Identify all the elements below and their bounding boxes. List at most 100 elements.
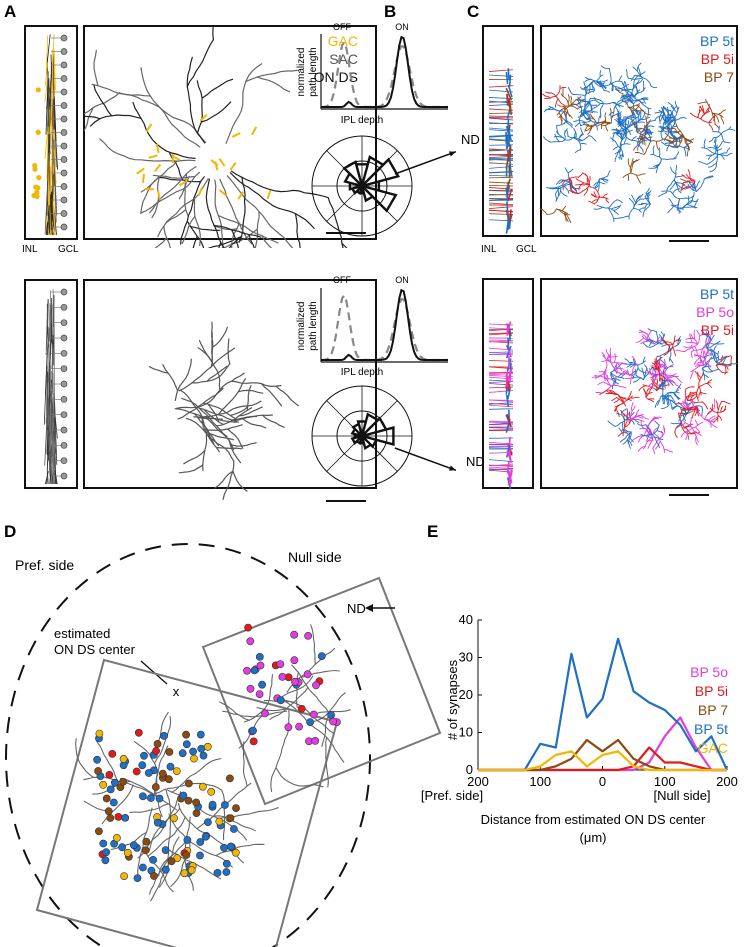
dendrite [189, 225, 221, 232]
gac-process [157, 190, 161, 200]
neurite [46, 303, 49, 330]
neurite [51, 174, 54, 231]
axon-terminal [607, 170, 611, 177]
axon-terminal [714, 139, 719, 155]
axon-terminal [599, 181, 606, 185]
axon-terminal [612, 146, 619, 151]
axon-terminal [703, 349, 707, 357]
synapse [290, 630, 299, 639]
axon-terminal [687, 183, 698, 192]
axon-terminal [708, 342, 716, 345]
axon-terminal [674, 174, 685, 178]
axon-terminal [685, 173, 693, 182]
synapse [119, 777, 127, 786]
axon-terminal [558, 112, 563, 122]
axon-terminal [670, 166, 677, 175]
bipolar-terminal [506, 450, 513, 463]
axon-terminal [593, 97, 605, 105]
axon-terminal [614, 88, 624, 94]
synapse [138, 863, 147, 872]
axon-terminal [721, 400, 731, 405]
axon-terminal [720, 114, 725, 125]
axon-terminal [669, 118, 677, 133]
axon-terminal [598, 114, 602, 124]
panel-c-top-bipolars [539, 62, 736, 224]
label-nd-bottom: ND [466, 454, 485, 469]
axon-terminal [574, 149, 582, 153]
synapse [138, 792, 147, 801]
axon-terminal [647, 190, 652, 197]
axon-terminal [663, 343, 674, 356]
axon-terminal [660, 331, 665, 338]
axon-terminal [577, 172, 584, 178]
soma [60, 349, 68, 357]
axon-terminal [645, 427, 654, 439]
axon-terminal [601, 178, 608, 183]
axon-terminal [636, 136, 645, 151]
axon-terminal [711, 112, 716, 125]
label-inl: INL [22, 244, 38, 255]
axon-terminal [687, 391, 692, 401]
axon-terminal [603, 83, 614, 87]
onds-dendrite [215, 843, 265, 857]
dendrite [205, 178, 225, 248]
axon-terminal [593, 184, 600, 189]
axon-terminal [605, 197, 610, 204]
axon-terminal [715, 400, 719, 411]
axon-terminal [706, 103, 710, 114]
label-gcl: GCL [58, 244, 79, 255]
axon-terminal [626, 94, 633, 98]
dendrite [174, 408, 239, 423]
axon-terminal [678, 410, 683, 418]
axon-terminal [672, 204, 679, 207]
axon-terminal [560, 179, 570, 183]
axon-terminal [645, 386, 653, 398]
axon-terminal [686, 401, 693, 406]
axon-terminal [663, 106, 672, 117]
axon-terminal [660, 141, 667, 146]
axon-terminal [643, 388, 647, 395]
dendrite [217, 214, 279, 244]
axon-terminal [625, 123, 627, 133]
axon-terminal [653, 385, 664, 390]
bipolar-terminal [507, 188, 513, 202]
panel-c-bottom: BP 5t BP 5o BP 5i [482, 278, 738, 496]
onds-dendrite [129, 803, 170, 813]
legend-bp5i-bottom: BP 5i [701, 322, 734, 338]
axon-terminal [622, 172, 632, 178]
panel-b-bottom: OFF ON normalized path length IPL depth … [296, 275, 485, 487]
axon-terminal [611, 377, 621, 382]
axon-terminal [700, 118, 713, 123]
axon-terminal [705, 154, 713, 157]
bipolar-axon [488, 206, 514, 210]
axon-terminal [621, 131, 628, 141]
axon-terminal [613, 217, 624, 220]
axon-terminal [599, 103, 605, 119]
bipolar-terminal [508, 74, 512, 87]
axon-terminal [636, 85, 638, 93]
axon-terminal [701, 406, 703, 417]
axon-terminal [698, 161, 708, 165]
axon-terminal [699, 391, 707, 395]
axon-terminal [555, 187, 562, 202]
bipolar-terminal [507, 118, 510, 131]
axon-terminal [633, 159, 640, 162]
axon-terminal [668, 349, 672, 362]
dendrite [213, 225, 238, 231]
axon-terminal [701, 401, 708, 410]
axon-terminal [609, 82, 622, 90]
legend-e-bp5o: BP 5o [690, 664, 728, 680]
axon-terminal [575, 178, 591, 186]
axon-terminal [605, 124, 609, 132]
soma [60, 303, 68, 311]
axon-terminal [717, 400, 723, 414]
axon-terminal [717, 408, 727, 414]
dendrite [152, 174, 196, 179]
axon-terminal [622, 431, 632, 445]
axon-terminal [574, 122, 581, 128]
null-side-frame [201, 576, 442, 806]
axon-terminal [622, 429, 629, 433]
onds-dendrite [221, 789, 226, 841]
axon-terminal [642, 77, 652, 87]
axon-terminal [684, 138, 694, 144]
